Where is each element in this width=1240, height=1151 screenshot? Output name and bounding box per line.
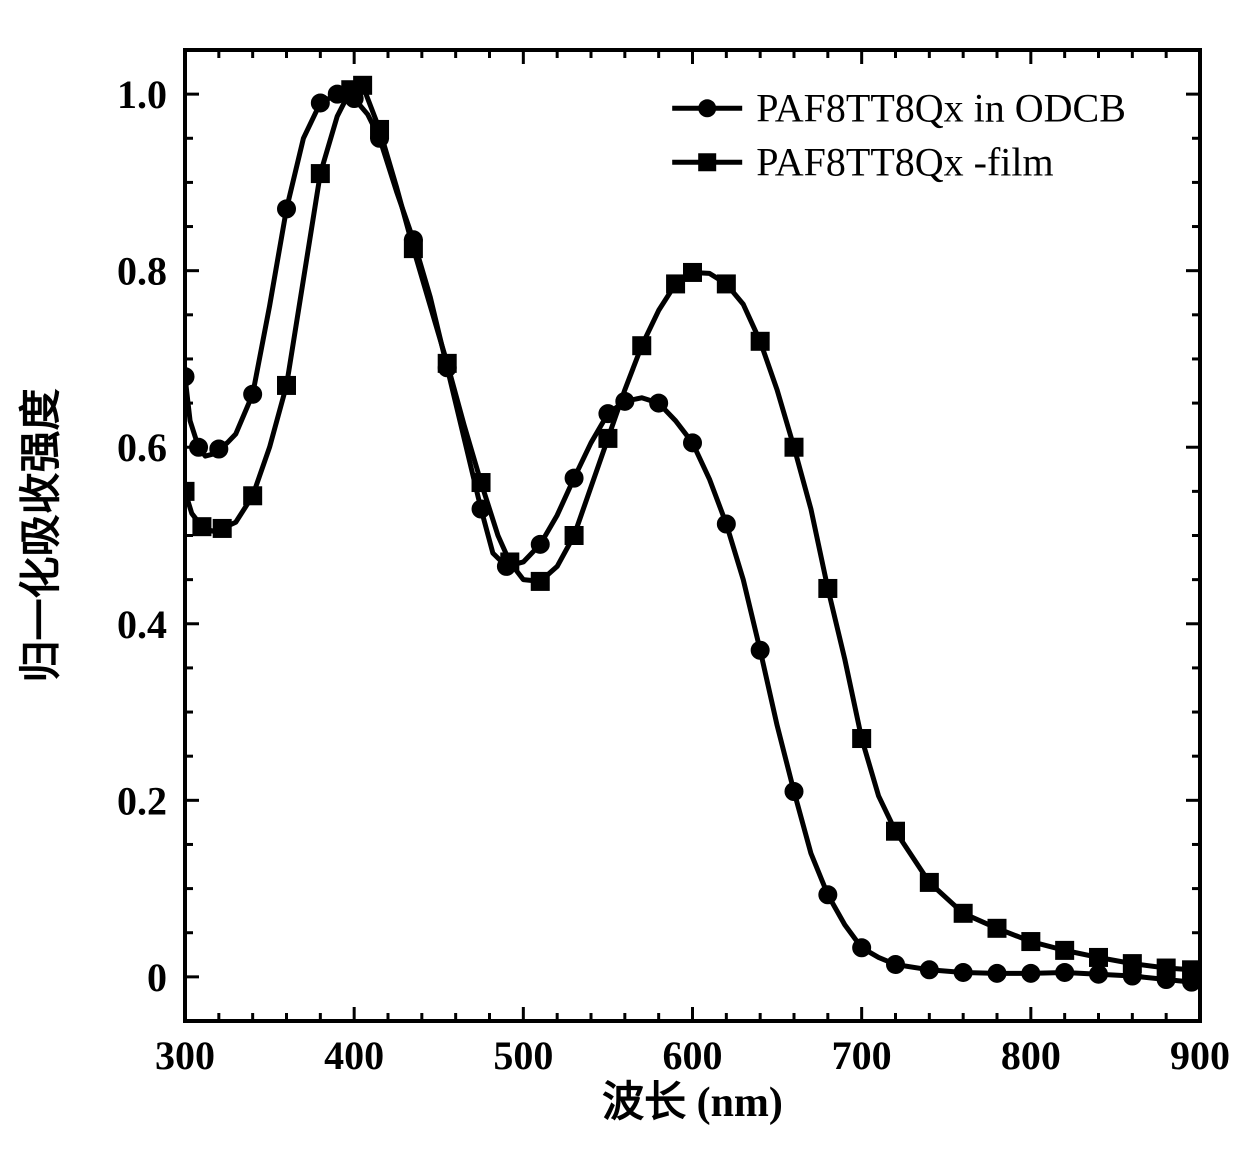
series-marker-paf8tt8qx_film (988, 919, 1006, 937)
series-marker-paf8tt8qx_odcb (210, 440, 228, 458)
y-tick-label: 0.6 (117, 425, 167, 470)
y-tick-label: 0.4 (117, 602, 167, 647)
x-tick-label: 500 (493, 1033, 553, 1078)
series-marker-paf8tt8qx_film (887, 822, 905, 840)
series-marker-paf8tt8qx_film (785, 438, 803, 456)
series-marker-paf8tt8qx_film (1157, 959, 1175, 977)
series-marker-paf8tt8qx_film (1056, 941, 1074, 959)
series-marker-paf8tt8qx_odcb (565, 469, 583, 487)
series-marker-paf8tt8qx_odcb (311, 94, 329, 112)
series-marker-paf8tt8qx_odcb (650, 394, 668, 412)
series-marker-paf8tt8qx_film (565, 527, 583, 545)
series-marker-paf8tt8qx_odcb (684, 434, 702, 452)
series-marker-paf8tt8qx_film (278, 376, 296, 394)
series-marker-paf8tt8qx_film (438, 354, 456, 372)
series-marker-paf8tt8qx_film (213, 519, 231, 537)
series-marker-paf8tt8qx_odcb (887, 956, 905, 974)
legend-label: PAF8TT8Qx in ODCB (756, 85, 1126, 130)
series-marker-paf8tt8qx_odcb (1090, 965, 1108, 983)
y-tick-label: 0 (147, 955, 167, 1000)
series-marker-paf8tt8qx_odcb (244, 385, 262, 403)
series-marker-paf8tt8qx_odcb (531, 535, 549, 553)
y-tick-label: 1.0 (117, 72, 167, 117)
series-marker-paf8tt8qx_film (354, 76, 372, 94)
series-marker-paf8tt8qx_film (751, 332, 769, 350)
series-marker-paf8tt8qx_odcb (751, 641, 769, 659)
series-marker-paf8tt8qx_film (920, 873, 938, 891)
series-marker-paf8tt8qx_film (371, 120, 389, 138)
x-tick-label: 900 (1170, 1033, 1230, 1078)
series-marker-paf8tt8qx_film (472, 474, 490, 492)
x-axis-label: 波长 (nm) (602, 1079, 783, 1126)
series-marker-paf8tt8qx_odcb (920, 961, 938, 979)
series-marker-paf8tt8qx_odcb (278, 200, 296, 218)
series-marker-paf8tt8qx_film (1090, 948, 1108, 966)
series-marker-paf8tt8qx_film (193, 518, 211, 536)
series-marker-paf8tt8qx_film (501, 553, 519, 571)
series-marker-paf8tt8qx_film (667, 275, 685, 293)
series-marker-paf8tt8qx_odcb (819, 886, 837, 904)
series-marker-paf8tt8qx_film (1022, 933, 1040, 951)
series-marker-paf8tt8qx_film (684, 263, 702, 281)
series-marker-paf8tt8qx_film (717, 275, 735, 293)
series-marker-paf8tt8qx_film (954, 904, 972, 922)
series-marker-paf8tt8qx_odcb (1056, 963, 1074, 981)
x-tick-label: 300 (155, 1033, 215, 1078)
x-tick-label: 700 (832, 1033, 892, 1078)
series-marker-paf8tt8qx_odcb (988, 964, 1006, 982)
series-marker-paf8tt8qx_film (633, 337, 651, 355)
legend-label: PAF8TT8Qx -film (756, 139, 1053, 184)
y-tick-label: 0.8 (117, 249, 167, 294)
figure-container: 300 400 500 600 700 800 900 0 0.2 0.4 0.6 0.8 1.0 波长 … (0, 0, 1240, 1151)
series-marker-paf8tt8qx_film (404, 240, 422, 258)
y-axis-label: 归一化吸收强度 (18, 388, 65, 682)
y-tick-label: 0.2 (117, 778, 167, 823)
series-marker-paf8tt8qx_film (1123, 955, 1141, 973)
x-tick-label: 600 (663, 1033, 723, 1078)
series-marker-paf8tt8qx_odcb (190, 438, 208, 456)
series-marker-paf8tt8qx_film (1183, 961, 1201, 979)
x-tick-label: 800 (1001, 1033, 1061, 1078)
legend-marker (698, 99, 716, 117)
series-marker-paf8tt8qx_film (599, 429, 617, 447)
x-tick-label: 400 (324, 1033, 384, 1078)
series-marker-paf8tt8qx_odcb (853, 939, 871, 957)
series-marker-paf8tt8qx_film (819, 579, 837, 597)
series-marker-paf8tt8qx_odcb (1022, 964, 1040, 982)
series-marker-paf8tt8qx_odcb (954, 963, 972, 981)
series-marker-paf8tt8qx_odcb (785, 782, 803, 800)
series-marker-paf8tt8qx_film (531, 572, 549, 590)
series-marker-paf8tt8qx_film (311, 165, 329, 183)
series-marker-paf8tt8qx_film (853, 730, 871, 748)
series-marker-paf8tt8qx_odcb (717, 515, 735, 533)
series-marker-paf8tt8qx_film (244, 487, 262, 505)
absorption-spectrum-chart: 300 400 500 600 700 800 900 0 0.2 0.4 0.6 0.8 1.0 波长 … (0, 0, 1240, 1151)
legend-marker (698, 153, 716, 171)
